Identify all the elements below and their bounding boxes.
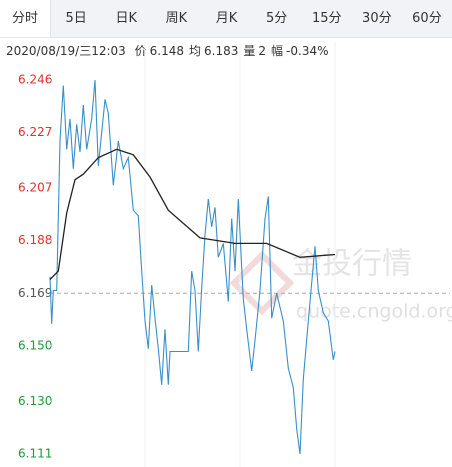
info-row: 2020/08/19/三12:03 价 6.148 均 6.183 量 2 幅 -0.34% xyxy=(6,42,334,59)
info-label: 价 xyxy=(134,44,147,58)
info-label: 幅 xyxy=(271,44,284,58)
info-value: 6.183 xyxy=(204,44,239,58)
tab[interactable]: 周K xyxy=(165,11,188,26)
info-time: 2020/08/19/三12:03 xyxy=(6,44,126,58)
info-value: 2 xyxy=(258,44,267,58)
y-tick-label: 6.207 xyxy=(18,181,52,195)
tab[interactable]: 30分 xyxy=(362,11,392,26)
watermark-title: 金投行情 xyxy=(292,247,412,282)
y-tick-label: 6.188 xyxy=(18,233,52,247)
info-value: -0.34% xyxy=(286,44,329,58)
y-tick-label: 6.111 xyxy=(18,446,52,460)
tab-bar: 分时 5日 日K 周K 月K 5分 15分 30分 60分 xyxy=(0,0,452,38)
tab[interactable]: 5分 xyxy=(265,11,288,26)
y-tick-label: 6.130 xyxy=(18,394,52,408)
tab[interactable]: 月K xyxy=(215,11,238,26)
info-label: 均 xyxy=(189,44,202,58)
y-tick-label: 6.246 xyxy=(18,73,52,87)
info-value: 6.148 xyxy=(149,44,184,58)
line-series xyxy=(49,79,336,455)
tab[interactable]: 分时 xyxy=(0,0,52,37)
info-label: 量 xyxy=(243,44,256,58)
y-tick-label: 6.169 xyxy=(18,286,52,300)
tab[interactable]: 60分 xyxy=(412,11,442,26)
y-tick-label: 6.227 xyxy=(18,125,52,139)
watermark: 金投行情 quote.cngold.org xyxy=(229,247,452,323)
tab[interactable]: 5日 xyxy=(65,11,87,26)
line-series xyxy=(49,148,336,280)
y-tick-label: 6.150 xyxy=(18,338,52,352)
watermark-logo xyxy=(229,250,295,316)
watermark-url: quote.cngold.org xyxy=(296,301,452,323)
tab[interactable]: 日K xyxy=(115,11,138,26)
tab[interactable]: 15分 xyxy=(311,11,342,26)
